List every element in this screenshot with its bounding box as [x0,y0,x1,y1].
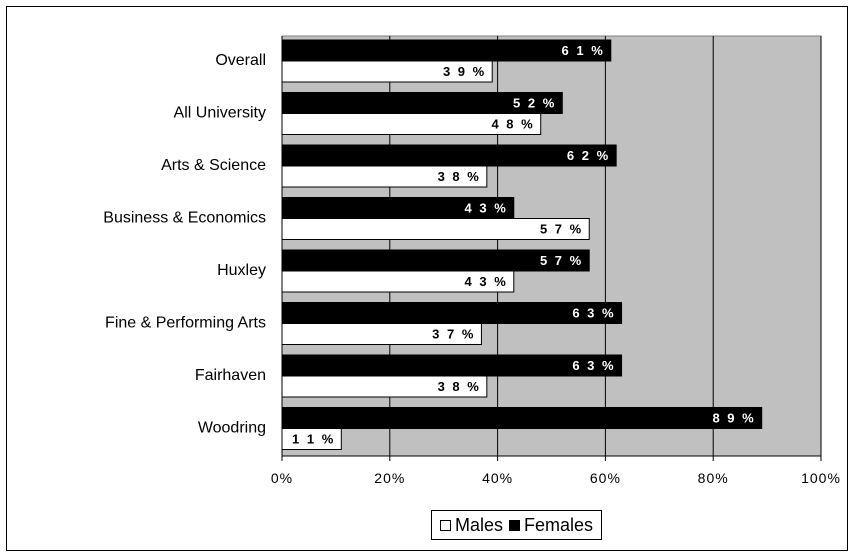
legend: Males Females [431,510,603,540]
category-labels: Overall All University Arts & Science Busin… [103,52,266,437]
x-axis: 0% 20% 40% 60% 80% 100% [271,455,841,486]
legend-item-males: Males [440,515,503,536]
data-label-females: 6 2 % [567,148,610,163]
category-label: Arts & Science [161,157,266,174]
data-label-females: 8 9 % [712,411,755,426]
category-label: All University [174,105,266,122]
bar-females [281,354,623,377]
bar-males [281,428,342,450]
category-label: Fine & Performing Arts [105,315,266,332]
data-label-females: 5 7 % [540,253,583,268]
x-tick-label: 40% [482,470,513,486]
data-label-males: 1 1 % [292,432,335,447]
x-tick-label: 20% [374,470,405,486]
data-label-males: 3 7 % [432,327,475,342]
data-label-females: 5 2 % [513,96,556,111]
x-tick-label: 100% [801,470,841,486]
legend-label-males: Males [455,514,504,535]
data-label-females: 6 3 % [572,306,615,321]
legend-item-females: Females [509,515,593,536]
x-tick-label: 80% [698,470,729,486]
data-label-males: 3 8 % [438,169,481,184]
category-label: Fairhaven [195,367,266,384]
bars: 6 1 % 3 9 % 5 2 % 4 8 % 6 2 % 3 8 % 4 3 % 5 7 %… [281,39,763,450]
data-label-males: 4 3 % [465,274,508,289]
bar-males [281,165,488,188]
data-label-females: 4 3 % [465,201,508,216]
data-label-males: 3 8 % [438,379,481,394]
category-label: Woodring [198,420,266,437]
bar-males [281,60,493,83]
x-tick-label: 0% [271,470,293,486]
females-swatch [509,519,521,531]
males-swatch [440,519,451,531]
data-label-males: 3 9 % [443,64,486,79]
bar-males [281,375,488,398]
bar-females [281,302,623,324]
category-label: Overall [215,52,266,69]
bar-males [281,113,542,135]
data-label-females: 6 3 % [572,358,615,373]
x-tick-label: 60% [590,470,621,486]
bar-males [281,218,590,240]
data-label-females: 6 1 % [562,43,605,58]
bar-males [281,270,515,293]
data-label-males: 4 8 % [491,117,534,132]
bar-males [281,323,482,345]
data-label-males: 5 7 % [540,222,583,237]
category-label: Huxley [217,262,266,279]
category-label: Business & Economics [103,210,266,227]
legend-label-females: Females [524,514,594,535]
bar-females [281,407,763,429]
